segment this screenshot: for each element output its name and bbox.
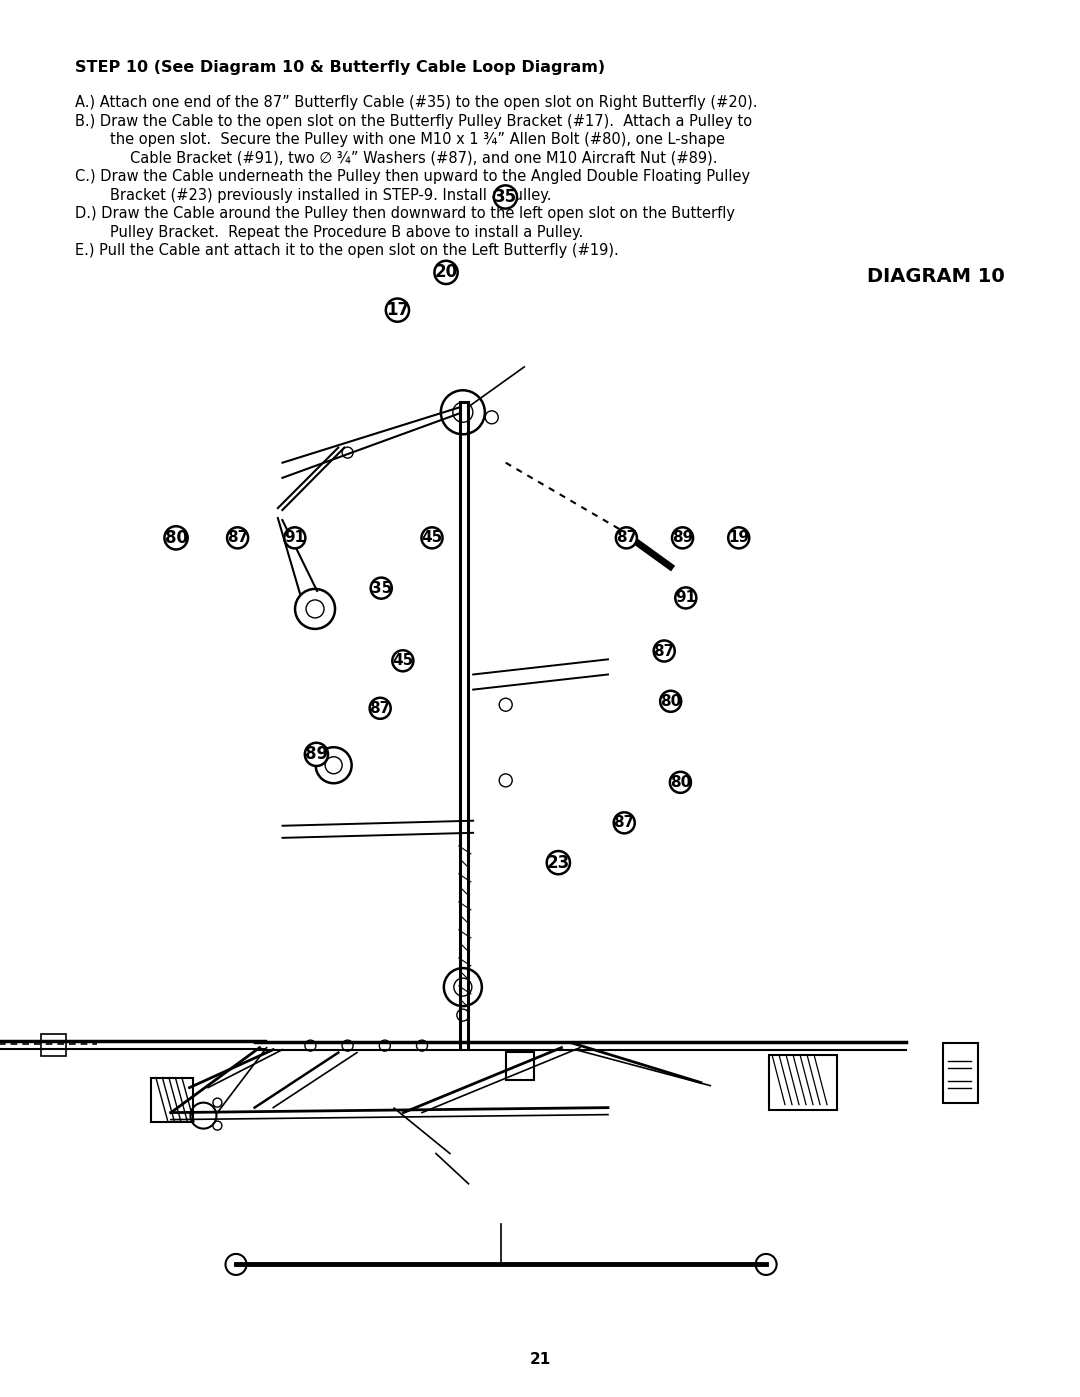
- Text: 89: 89: [672, 531, 693, 545]
- Text: 80: 80: [670, 775, 691, 789]
- Text: 20: 20: [434, 264, 458, 281]
- Text: 17: 17: [386, 302, 409, 319]
- Text: B.) Draw the Cable to the open slot on the Butterfly Pulley Bracket (#17).  Atta: B.) Draw the Cable to the open slot on t…: [75, 113, 752, 129]
- Text: 19: 19: [728, 531, 750, 545]
- Circle shape: [728, 527, 750, 549]
- Bar: [769, 1055, 837, 1109]
- Circle shape: [227, 527, 248, 549]
- Text: 87: 87: [227, 531, 248, 545]
- Text: 35: 35: [370, 581, 392, 595]
- Text: Bracket (#23) previously installed in STEP-9. Install a Pulley.: Bracket (#23) previously installed in ST…: [110, 187, 552, 203]
- Circle shape: [546, 851, 570, 875]
- Text: 80: 80: [660, 694, 681, 708]
- Circle shape: [613, 812, 635, 834]
- Circle shape: [392, 650, 414, 672]
- Text: 80: 80: [164, 529, 188, 546]
- Text: 91: 91: [675, 591, 697, 605]
- Circle shape: [434, 261, 458, 284]
- Text: STEP 10 (See Diagram 10 & Butterfly Cable Loop Diagram): STEP 10 (See Diagram 10 & Butterfly Cabl…: [75, 60, 605, 75]
- Text: E.) Pull the Cable ant attach it to the open slot on the Left Butterfly (#19).: E.) Pull the Cable ant attach it to the …: [75, 243, 619, 258]
- Text: 87: 87: [616, 531, 637, 545]
- Text: 87: 87: [653, 644, 675, 658]
- Text: DIAGRAM 10: DIAGRAM 10: [867, 267, 1005, 285]
- Text: 45: 45: [421, 531, 443, 545]
- Text: Cable Bracket (#91), two ∅ ¾” Washers (#87), and one M10 Aircraft Nut (#89).: Cable Bracket (#91), two ∅ ¾” Washers (#…: [130, 151, 717, 165]
- Text: 91: 91: [284, 531, 306, 545]
- Text: Pulley Bracket.  Repeat the Procedure B above to install a Pulley.: Pulley Bracket. Repeat the Procedure B a…: [110, 225, 583, 239]
- Text: the open slot.  Secure the Pulley with one M10 x 1 ¾” Allen Bolt (#80), one L-sh: the open slot. Secure the Pulley with on…: [110, 131, 725, 147]
- Circle shape: [370, 577, 392, 599]
- Circle shape: [670, 771, 691, 793]
- Text: 35: 35: [494, 189, 517, 205]
- Bar: [505, 1052, 534, 1080]
- Circle shape: [672, 527, 693, 549]
- Text: 23: 23: [546, 854, 570, 872]
- Circle shape: [675, 587, 697, 609]
- Circle shape: [660, 690, 681, 712]
- Circle shape: [164, 527, 188, 549]
- Bar: [41, 1034, 66, 1056]
- Text: 87: 87: [613, 816, 635, 830]
- Text: 21: 21: [529, 1352, 551, 1368]
- Text: 87: 87: [369, 701, 391, 715]
- Circle shape: [369, 697, 391, 719]
- Circle shape: [305, 743, 328, 766]
- Text: 89: 89: [305, 746, 328, 763]
- Circle shape: [616, 527, 637, 549]
- Text: A.) Attach one end of the 87” Butterfly Cable (#35) to the open slot on Right Bu: A.) Attach one end of the 87” Butterfly …: [75, 95, 757, 110]
- Circle shape: [386, 299, 409, 321]
- Bar: [151, 1077, 193, 1122]
- Circle shape: [284, 527, 306, 549]
- Text: 45: 45: [392, 654, 414, 668]
- Circle shape: [421, 527, 443, 549]
- Circle shape: [653, 640, 675, 662]
- Circle shape: [494, 186, 517, 208]
- Text: D.) Draw the Cable around the Pulley then downward to the left open slot on the : D.) Draw the Cable around the Pulley the…: [75, 205, 735, 221]
- Text: C.) Draw the Cable underneath the Pulley then upward to the Angled Double Floati: C.) Draw the Cable underneath the Pulley…: [75, 169, 751, 184]
